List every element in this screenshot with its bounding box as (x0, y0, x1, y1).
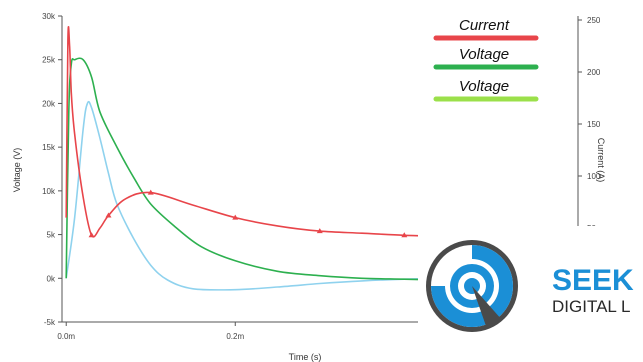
y-right-tick-label: 200 (587, 68, 601, 77)
series-marker (147, 189, 154, 195)
legend-label-current: Current (459, 17, 510, 34)
y-left-ticks: 30k 25k 20k 15k 10k 5k 0k -5k (42, 12, 62, 327)
series-marker (105, 212, 112, 218)
y-right-ticks: 25020015010050 (578, 16, 601, 233)
legend-label-voltage-2: Voltage (459, 78, 509, 95)
y-left-tick-label: 30k (42, 12, 56, 21)
y-left-axis-title: Voltage (V) (12, 148, 22, 193)
series-layer (65, 26, 447, 291)
legend: Current Voltage Voltage (433, 17, 539, 102)
y-right-tick-label: 250 (587, 16, 601, 25)
y-left-tick-label: 25k (42, 56, 56, 65)
y-left-tick-label: 15k (42, 143, 56, 152)
legend-label-voltage-1: Voltage (459, 46, 509, 63)
x-ticks: 0.0m 0.2m (57, 322, 244, 341)
y-left-tick-label: 20k (42, 99, 56, 108)
series-line-2 (65, 100, 447, 291)
y-right-tick-label: 100 (587, 172, 601, 181)
watermark-brand-small: DIGITAL L (552, 297, 630, 316)
series-marker (232, 214, 239, 220)
y-right-axis-title: Current (A) (596, 138, 606, 183)
y-left-tick-label: 0k (47, 274, 56, 283)
x-tick-label: 0.2m (226, 332, 244, 341)
watermark-brand-big: SEEK (552, 264, 634, 297)
seek-logo-icon (426, 240, 518, 332)
series-marker (316, 228, 323, 234)
series-marker (401, 232, 408, 238)
series-line-0 (65, 26, 447, 238)
y-left-tick-label: 10k (42, 187, 56, 196)
y-left-tick-label: 5k (47, 231, 56, 240)
series-line-1 (65, 57, 447, 281)
y-right-tick-label: 150 (587, 120, 601, 129)
series-marker (88, 232, 95, 238)
x-tick-label: 0.0m (57, 332, 75, 341)
y-left-tick-label: -5k (44, 318, 56, 327)
watermark: SEEK DIGITAL L (418, 226, 643, 362)
x-axis-title: Time (s) (289, 352, 322, 362)
